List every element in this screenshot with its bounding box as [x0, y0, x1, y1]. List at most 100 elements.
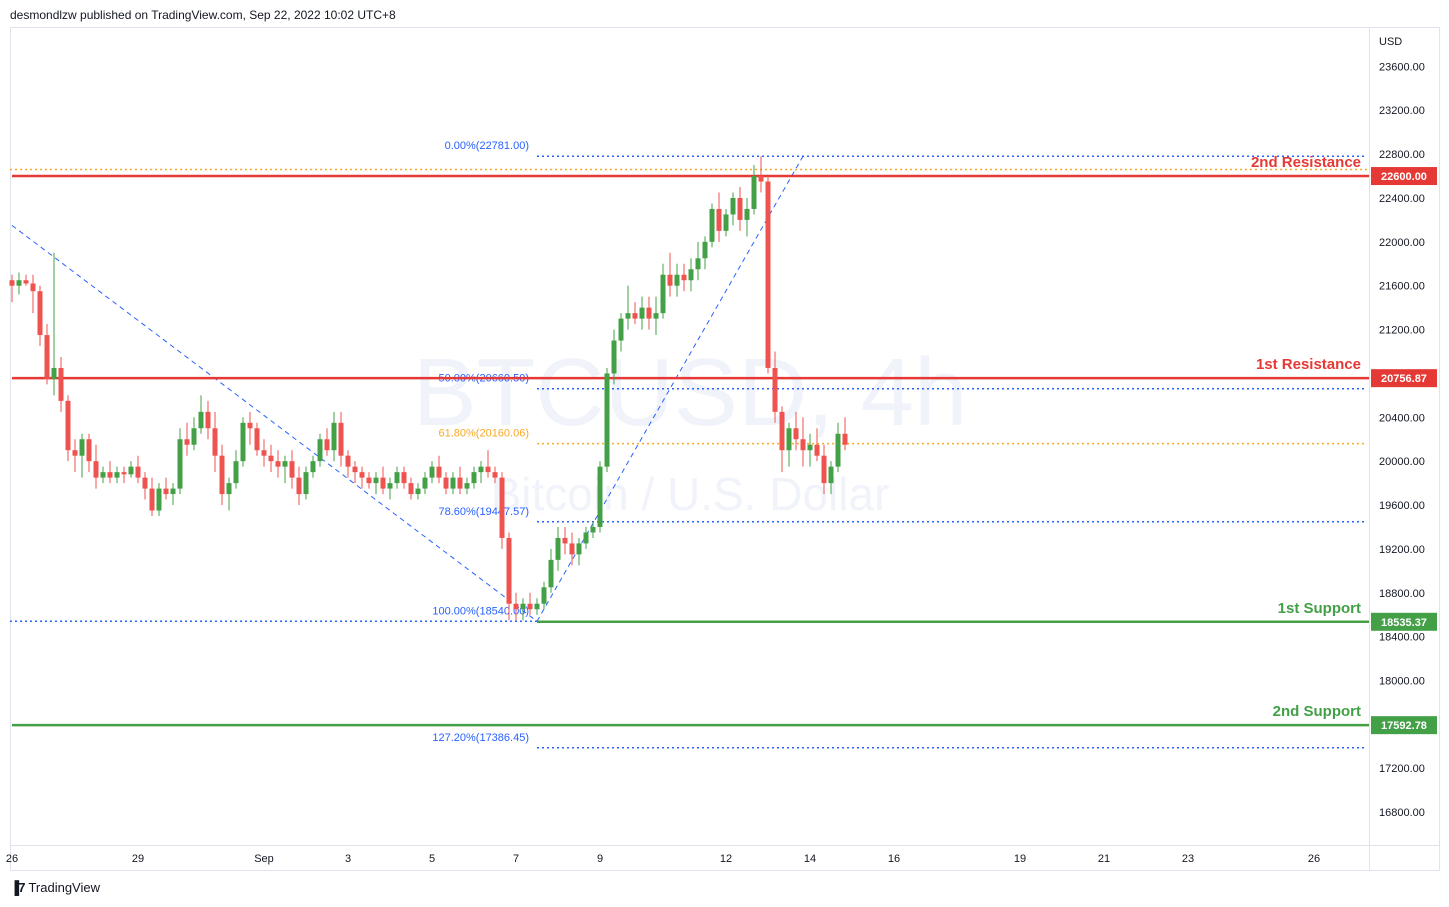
candle-body [373, 477, 379, 484]
candle-body [786, 428, 792, 451]
candle-body [72, 450, 78, 456]
candle-body [149, 488, 155, 511]
x-tick-label: 12 [720, 853, 732, 865]
candle-body [835, 433, 841, 467]
candle-body [93, 461, 99, 478]
candlestick-series [9, 156, 848, 621]
candle-body [261, 450, 267, 456]
candle-body [765, 181, 771, 368]
candle-body [828, 466, 834, 484]
candle-body [16, 280, 22, 286]
time-axis[interactable]: 26 29 Sep 3 5 7 9 12 14 16 19 21 23 26 [6, 853, 1320, 865]
candle-body [359, 472, 365, 478]
candle-body [422, 477, 428, 489]
candle-body [758, 176, 764, 182]
candle-body [541, 587, 547, 604]
candle-body [639, 307, 645, 319]
y-tick-label: 23600.00 [1379, 61, 1425, 73]
y-tick-label: 22400.00 [1379, 193, 1425, 205]
candle-body [793, 428, 799, 440]
candle-body [79, 439, 85, 456]
candle-body [191, 428, 197, 445]
candle-body [254, 428, 260, 451]
chart-frame [10, 27, 1440, 871]
candle-body [569, 543, 575, 555]
candle-body [100, 472, 106, 478]
candle-body [625, 313, 631, 319]
candle-body [296, 477, 302, 495]
candle-body [527, 603, 533, 610]
candle-body [219, 455, 225, 495]
level-price-text: 20756.87 [1381, 373, 1427, 385]
candle-body [366, 477, 372, 484]
x-tick-label: 26 [6, 853, 18, 865]
candle-body [198, 411, 204, 429]
candle-body [338, 422, 344, 456]
level-name: 1st Support [1278, 600, 1361, 617]
x-tick-label: 23 [1182, 853, 1194, 865]
candle-body [345, 455, 351, 467]
level-price-badge [1371, 612, 1437, 631]
x-tick-label: Sep [254, 853, 274, 865]
candle-body [653, 313, 659, 319]
candle-body [205, 411, 211, 429]
y-tick-label: 21200.00 [1379, 325, 1425, 337]
candle-body [310, 461, 316, 473]
candle-body [779, 411, 785, 451]
candle-body [37, 291, 43, 336]
candle-body [65, 400, 71, 451]
support-resistance-levels[interactable]: 2nd Resistance 1st Resistance 1st Support 2… [12, 154, 1369, 727]
candle-body [121, 472, 127, 475]
candle-body [51, 367, 57, 379]
candle-body [611, 340, 617, 374]
watermark-symbol: BTCUSD, 4h [413, 339, 968, 446]
candle-body [240, 422, 246, 462]
fib-level-label: 0.00%(22781.00) [445, 140, 529, 152]
candle-body [478, 466, 484, 473]
y-tick-label: 18800.00 [1379, 588, 1425, 600]
candle-body [44, 335, 50, 379]
candle-body [170, 488, 176, 495]
candle-body [142, 477, 148, 489]
level-price-text: 18535.37 [1381, 617, 1427, 629]
candle-body [723, 214, 729, 231]
tradingview-logo-icon: ▐7 [10, 880, 25, 895]
y-tick-label: 16800.00 [1379, 807, 1425, 819]
y-tick-label: 17200.00 [1379, 763, 1425, 775]
candle-body [471, 472, 477, 484]
candle-body [520, 603, 526, 610]
tradingview-footer[interactable]: ▐7 TradingView [10, 880, 100, 895]
candle-body [772, 367, 778, 412]
price-axis[interactable]: USD16800.0017200.0017600.0018000.0018400… [1379, 36, 1425, 819]
candle-body [107, 472, 113, 478]
x-tick-label: 21 [1098, 853, 1110, 865]
candle-body [632, 313, 638, 319]
fib-level-label: 78.60%(19447.57) [438, 506, 529, 518]
fib-level-label: 61.80%(20160.06) [438, 428, 529, 440]
candle-body [688, 269, 694, 281]
candle-body [730, 197, 736, 215]
candle-body [163, 488, 169, 495]
candle-body [177, 439, 183, 489]
level-price-text: 22600.00 [1381, 171, 1427, 183]
candle-body [387, 483, 393, 489]
candle-body [667, 274, 673, 286]
candle-body [562, 537, 568, 544]
y-tick-label: 22000.00 [1379, 237, 1425, 249]
level-price-badge [1371, 716, 1437, 735]
candle-body [128, 466, 134, 475]
candle-body [317, 439, 323, 462]
y-tick-label: 18400.00 [1379, 632, 1425, 644]
y-tick-label: 21600.00 [1379, 281, 1425, 293]
x-tick-label: 3 [345, 853, 351, 865]
candle-body [702, 241, 708, 259]
x-tick-label: 29 [132, 853, 144, 865]
trendlines[interactable] [11, 155, 804, 622]
level-name: 1st Resistance [1256, 356, 1361, 373]
y-tick-label: 20400.00 [1379, 412, 1425, 424]
currency-label: USD [1379, 36, 1402, 48]
level-price-text: 17592.78 [1381, 720, 1427, 732]
level-name: 2nd Support [1273, 703, 1361, 720]
